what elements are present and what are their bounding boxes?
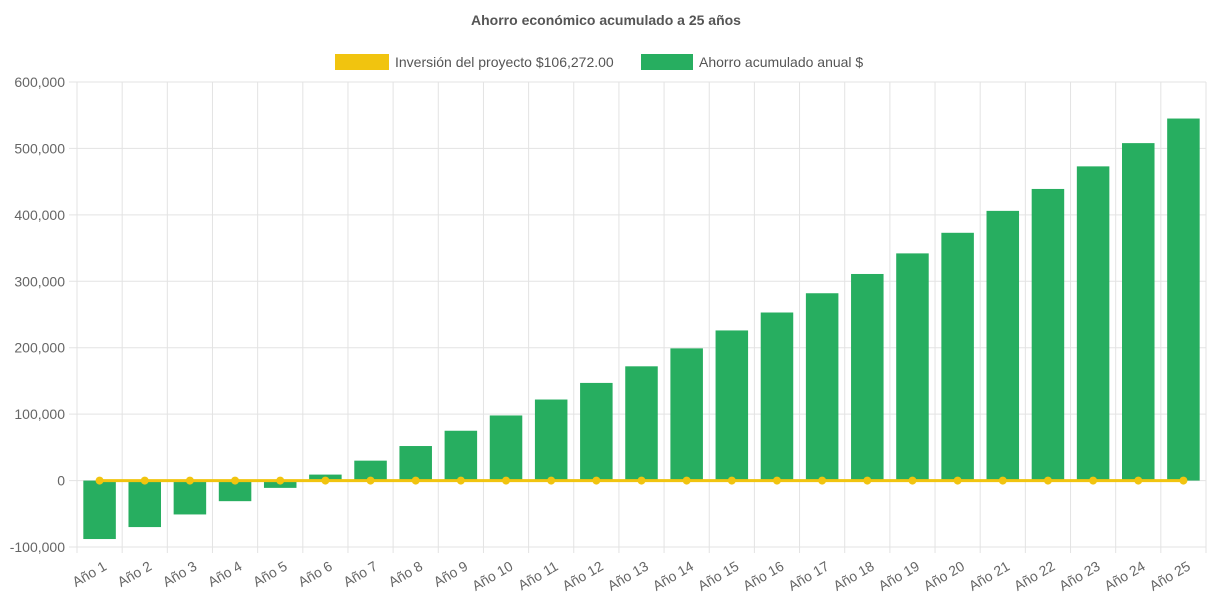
x-tick-label: Año 20 [921,558,968,594]
investment-point[interactable] [456,476,465,485]
investment-point[interactable] [637,476,646,485]
investment-point[interactable] [953,476,962,485]
legend-item-investment[interactable]: Inversión del proyecto $106,272.00 [335,54,614,70]
x-tick-label: Año 4 [205,558,245,590]
investment-point[interactable] [772,476,781,485]
x-tick-label: Año 3 [160,558,200,590]
x-tick-label: Año 9 [431,558,471,590]
bar[interactable] [1122,143,1155,481]
y-tick-label: 100,000 [14,406,65,422]
bar[interactable] [1076,166,1110,481]
investment-point[interactable] [321,476,330,485]
investment-point[interactable] [95,476,104,485]
x-tick-label: Año 11 [515,558,561,594]
legend-item-savings[interactable]: Ahorro acumulado anual $ [641,54,863,70]
x-tick-label: Año 25 [1146,558,1193,594]
bar[interactable] [1031,188,1065,481]
investment-point[interactable] [140,476,149,485]
investment-point[interactable] [682,476,691,485]
investment-point[interactable] [411,476,420,485]
investment-point[interactable] [592,476,601,485]
bar[interactable] [851,273,884,481]
x-tick-label: Año 22 [1011,558,1058,594]
bar[interactable] [218,480,252,502]
grid [69,81,1207,553]
y-tick-label: 300,000 [14,273,65,289]
y-tick-label: -100,000 [10,539,65,555]
x-tick-label: Año 21 [966,558,1013,594]
bar[interactable] [625,366,658,481]
x-tick-label: Año 7 [340,558,380,590]
investment-point[interactable] [1089,476,1098,485]
x-tick-label: Año 14 [650,558,697,594]
bar[interactable] [670,348,703,481]
bar[interactable] [399,446,432,481]
y-tick-label: 600,000 [14,74,65,90]
investment-point[interactable] [366,476,375,485]
investment-point[interactable] [818,476,827,485]
investment-line [95,476,1188,485]
investment-point[interactable] [185,476,194,485]
x-tick-label: Año 24 [1101,558,1148,594]
investment-point[interactable] [863,476,872,485]
bar[interactable] [83,480,116,540]
x-axis-ticks: Año 1 Año 2 Año 3 Año 4 Año 5 Año 6 Año 7 Año 8… [69,558,1193,594]
investment-point[interactable] [1179,476,1188,485]
investment-point[interactable] [231,476,240,485]
bar[interactable] [715,330,749,481]
bar[interactable] [760,312,794,481]
bar[interactable] [489,415,523,481]
bar[interactable] [173,480,207,515]
x-tick-label: Año 12 [559,558,606,594]
investment-point[interactable] [276,476,285,485]
x-tick-label: Año 23 [1056,558,1103,594]
investment-point[interactable] [547,476,556,485]
investment-point[interactable] [908,476,917,485]
x-tick-label: Año 13 [605,558,652,594]
legend-swatch-savings [641,54,693,70]
x-tick-label: Año 1 [69,558,109,590]
investment-point[interactable] [502,476,511,485]
bars [83,118,1200,540]
x-tick-label: Año 18 [830,558,877,594]
bar[interactable] [534,399,568,481]
investment-point[interactable] [998,476,1007,485]
x-tick-label: Año 17 [785,558,832,594]
bar[interactable] [128,480,161,528]
bar[interactable] [354,460,387,481]
x-tick-label: Año 2 [115,558,155,590]
y-tick-label: 200,000 [14,340,65,356]
x-tick-label: Año 8 [386,558,426,590]
y-tick-label: 500,000 [14,140,65,156]
chart-title: Ahorro económico acumulado a 25 años [471,12,741,28]
x-tick-label: Año 6 [295,558,335,590]
legend-label-investment: Inversión del proyecto $106,272.00 [395,54,614,70]
investment-point[interactable] [1134,476,1143,485]
investment-point[interactable] [727,476,736,485]
x-tick-label: Año 10 [469,558,516,594]
x-tick-label: Año 5 [250,558,290,590]
bar[interactable] [986,210,1020,481]
legend-swatch-investment [335,54,389,70]
legend-label-savings: Ahorro acumulado anual $ [699,54,863,70]
bar[interactable] [805,293,839,481]
bar[interactable] [444,430,478,481]
x-tick-label: Año 16 [740,558,787,594]
bar[interactable] [896,253,929,481]
y-axis-ticks: 600,000 500,000 400,000 300,000 200,000 100,0… [10,74,65,555]
y-tick-label: 0 [57,473,65,489]
x-tick-label: Año 15 [695,558,742,594]
legend: Inversión del proyecto $106,272.00 Ahorr… [335,54,863,70]
x-tick-label: Año 19 [876,558,923,594]
bar[interactable] [941,232,974,481]
investment-point[interactable] [1043,476,1052,485]
bar[interactable] [1167,118,1200,481]
y-tick-label: 400,000 [14,207,65,223]
bar[interactable] [580,382,613,481]
